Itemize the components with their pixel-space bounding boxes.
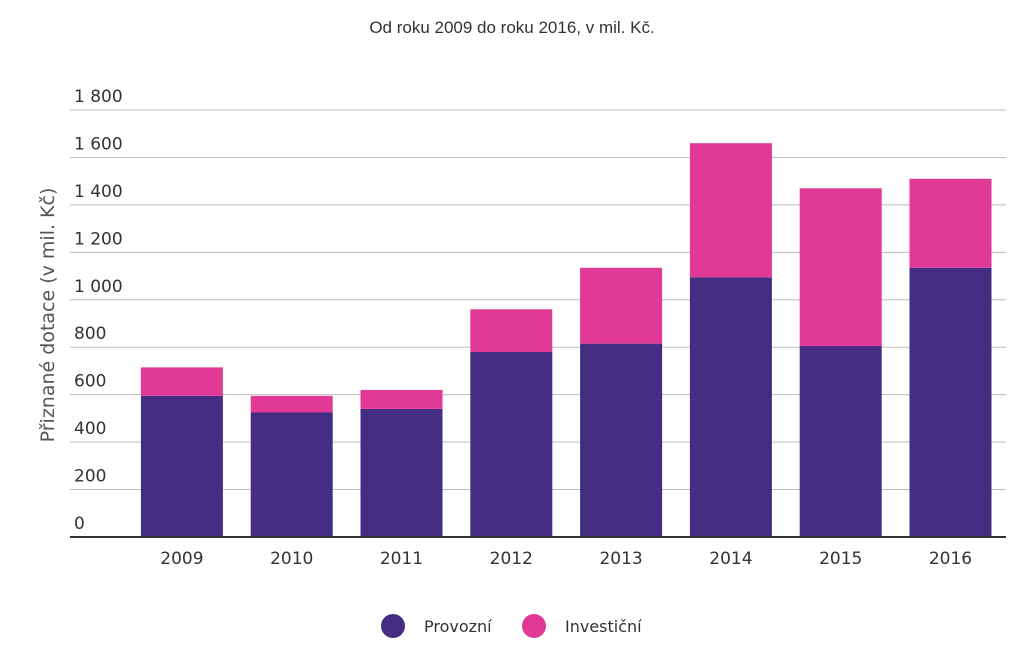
chart-title: Od roku 2009 do roku 2016, v mil. Kč. (369, 18, 655, 37)
legend-swatch-provozní (381, 614, 405, 638)
bar-segment-investiční (250, 395, 333, 413)
x-tick-label: 2013 (599, 549, 642, 569)
x-tick-label: 2009 (160, 549, 203, 569)
x-tick-label: 2014 (709, 549, 752, 569)
x-tick-label: 2011 (380, 549, 423, 569)
y-tick-label: 1 200 (74, 229, 123, 249)
bar-segment-provozní (909, 267, 992, 537)
bar-segment-investiční (140, 367, 223, 396)
x-tick-label: 2010 (270, 549, 313, 569)
legend-label: Provozní (424, 617, 492, 636)
y-tick-label: 1 800 (74, 87, 123, 107)
y-tick-label: 600 (74, 372, 106, 392)
bar-segment-provozní (360, 408, 443, 537)
x-tick-label: 2012 (490, 549, 533, 569)
y-tick-label: 800 (74, 324, 106, 344)
bar-segment-provozní (799, 346, 882, 537)
y-tick-label: 0 (74, 514, 85, 534)
bar-segment-investiční (689, 143, 772, 278)
x-tick-label: 2016 (929, 549, 972, 569)
bar-segment-provozní (140, 395, 223, 537)
bar-segment-investiční (360, 389, 443, 409)
y-tick-label: 1 600 (74, 134, 123, 154)
legend-label: Investiční (565, 617, 642, 636)
y-tick-label: 400 (74, 419, 106, 439)
y-axis-label: Přiznané dotace (v mil. Kč) (37, 188, 59, 443)
bar-segment-provozní (470, 351, 553, 537)
bar-segment-investiční (470, 309, 553, 352)
bar-segment-investiční (799, 188, 882, 347)
bar-segment-provozní (250, 412, 333, 537)
bar-segment-provozní (580, 343, 663, 537)
y-tick-label: 1 400 (74, 182, 123, 202)
x-tick-label: 2015 (819, 549, 862, 569)
y-tick-label: 1 000 (74, 277, 123, 297)
legend-swatch-investiční (522, 614, 546, 638)
bar-segment-provozní (689, 277, 772, 537)
y-tick-label: 200 (74, 467, 106, 487)
bar-segment-investiční (580, 267, 663, 344)
bar-segment-investiční (909, 178, 992, 268)
